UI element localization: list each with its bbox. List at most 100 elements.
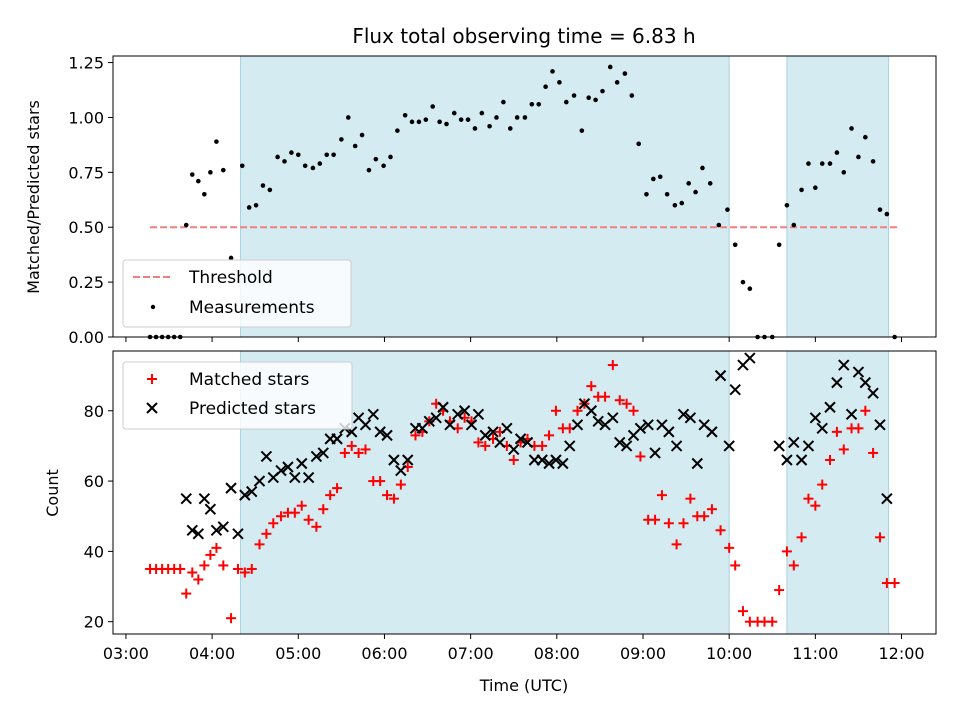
matched-star-point — [678, 518, 689, 529]
predicted-star-point — [302, 471, 315, 484]
measurement-point — [725, 207, 730, 212]
matched-star-point — [318, 504, 329, 515]
matched-star-point — [395, 479, 406, 490]
measurement-point — [536, 101, 542, 107]
x-axis-label: Time (UTC) — [479, 676, 568, 695]
predicted-star-point — [210, 524, 223, 536]
bottom-y-tick-label: 40 — [84, 542, 104, 561]
x-tick-label: 05:00 — [275, 644, 321, 663]
predicted-star-point — [831, 376, 843, 389]
predicted-star-point — [677, 408, 690, 420]
predicted-star-point — [845, 408, 858, 420]
predicted-star-point — [374, 426, 386, 438]
measurement-point — [514, 115, 520, 120]
measurement-point — [479, 110, 485, 116]
matched-star-point — [360, 444, 371, 455]
predicted-star-point — [186, 524, 198, 536]
predicted-star-point — [550, 454, 562, 466]
measurement-point — [465, 117, 471, 122]
measurement-point — [507, 126, 513, 131]
matched-star-point — [346, 440, 357, 451]
measurement-point — [679, 200, 685, 206]
measurement-point — [275, 154, 280, 160]
predicted-star-point — [296, 457, 308, 470]
matched-star-point — [831, 426, 842, 437]
measurement-point — [451, 110, 457, 116]
predicted-star-point — [564, 440, 576, 452]
predicted-star-point — [494, 436, 506, 449]
matched-star-point — [663, 518, 674, 529]
bottom-y-tick-label: 20 — [84, 613, 104, 632]
top-y-tick-label: 1.00 — [68, 108, 104, 127]
matched-star-point — [572, 405, 583, 416]
measurement-point — [221, 167, 226, 173]
measurement-point — [664, 192, 670, 197]
measurement-point — [208, 170, 213, 175]
measurement-point — [571, 93, 577, 98]
measurement-point — [607, 64, 613, 70]
measurement-point — [563, 99, 569, 105]
measurement-point — [600, 88, 605, 94]
predicted-star-point — [487, 426, 499, 438]
measurement-point — [416, 119, 422, 125]
predicted-star-point — [852, 366, 865, 378]
measurement-point — [529, 101, 535, 107]
predicted-star-point — [634, 422, 647, 435]
top-legend: Threshold Measurements — [122, 259, 352, 328]
predicted-star-point — [881, 492, 893, 505]
predicted-stars-points — [180, 352, 893, 540]
x-tick-label: 08:00 — [534, 644, 580, 663]
matched-star-point — [332, 483, 343, 494]
predicted-star-point — [225, 482, 237, 494]
measurement-point — [295, 152, 301, 158]
measurement-point — [317, 161, 323, 166]
chart-title: Flux total observing time = 6.83 h — [352, 24, 695, 48]
matched-star-point — [276, 511, 287, 522]
measurement-point — [183, 222, 189, 228]
predicted-star-point — [331, 433, 343, 445]
measurement-point — [310, 165, 316, 171]
matched-star-point — [289, 507, 300, 518]
measurement-point — [522, 115, 528, 120]
matched-star-point — [796, 532, 807, 543]
matched-star-point — [268, 518, 279, 529]
predicted-star-point — [465, 419, 478, 431]
predicted-star-point — [557, 457, 569, 470]
matched-star-point — [671, 539, 682, 550]
matched-star-point — [480, 440, 491, 451]
predicted-star-point — [867, 387, 879, 399]
measurement-point — [189, 172, 195, 177]
matched-star-point — [781, 546, 792, 557]
top-panel: 0.00 0.25 0.50 0.75 1.00 1.25 Flux total obse… — [24, 24, 937, 347]
predicted-star-point — [260, 450, 273, 463]
matched-star-point — [628, 405, 639, 416]
matched-star-point — [685, 493, 696, 504]
top-y-axis-label: Matched/Predicted stars — [24, 100, 43, 294]
matched-star-point — [205, 549, 216, 560]
measurement-point — [246, 205, 252, 210]
matched-star-point — [226, 613, 237, 624]
predicted-star-point — [275, 464, 287, 477]
legend-predicted-label: Predicted stars — [189, 399, 316, 419]
measurement-point — [501, 99, 506, 105]
measurement-point — [629, 93, 635, 98]
predicted-star-point — [310, 450, 323, 463]
measurement-point — [352, 143, 358, 149]
matched-star-point — [239, 567, 250, 578]
predicted-star-point — [239, 489, 251, 501]
measurement-point — [239, 163, 245, 169]
predicted-star-point — [744, 352, 756, 364]
predicted-star-point — [423, 415, 435, 428]
measurement-point — [579, 128, 585, 133]
x-tick-label: 09:00 — [620, 644, 666, 663]
measurement-point — [302, 163, 308, 169]
legend-measurements-swatch — [150, 304, 156, 310]
x-tick-label: 03:00 — [103, 644, 149, 663]
predicted-star-point — [536, 454, 548, 466]
matched-star-point — [211, 542, 222, 553]
matched-star-point — [175, 563, 186, 574]
matched-star-point — [261, 528, 272, 539]
measurement-point — [791, 222, 797, 228]
predicted-star-point — [395, 464, 407, 477]
predicted-star-point — [670, 440, 683, 452]
